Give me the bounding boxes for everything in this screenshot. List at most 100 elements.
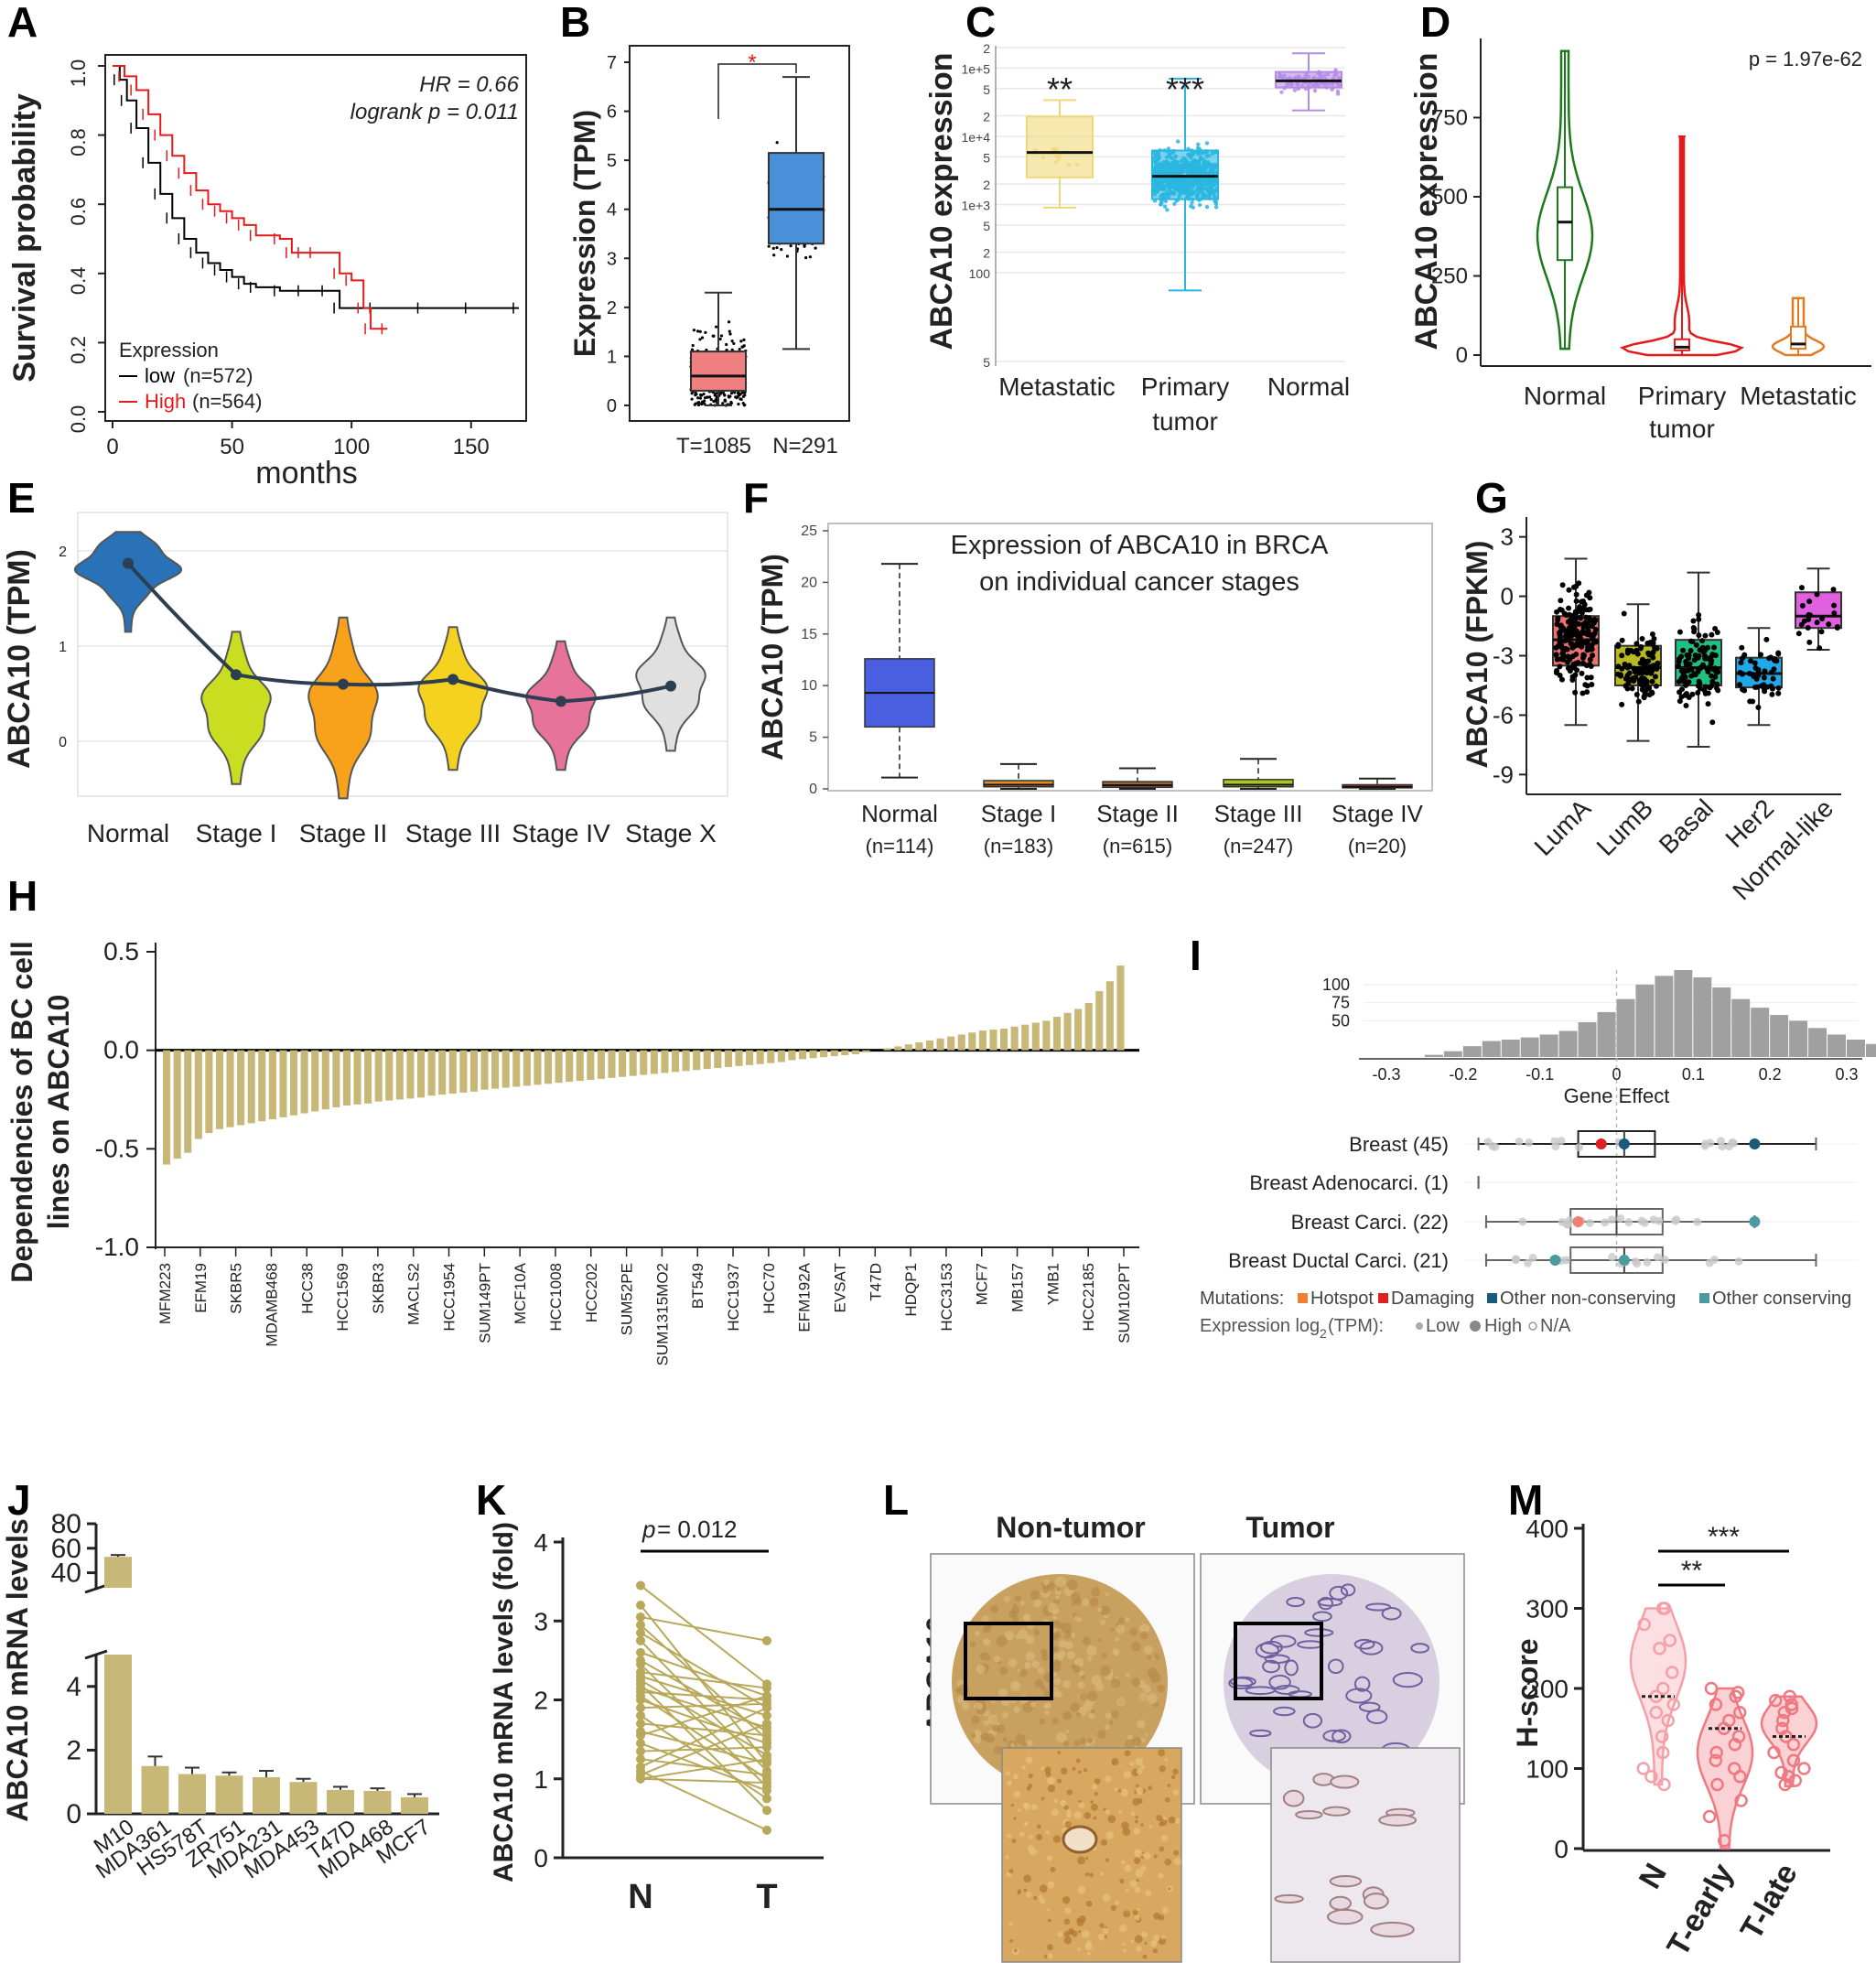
t-point [762,1683,771,1693]
data-point [1702,655,1709,662]
bar [841,1050,849,1056]
data-point [1634,651,1641,657]
data-point [1561,638,1568,644]
data-point [1581,653,1588,659]
data-point [1588,663,1594,670]
data-point [690,397,694,401]
bar [353,1050,361,1105]
zoom-texture [1063,1805,1069,1810]
bar [406,1050,415,1099]
zoom-texture [1086,1951,1091,1956]
data-point [1572,672,1579,678]
zoom-texture [1160,1834,1169,1842]
bar [904,1044,912,1051]
axis-break [84,1583,108,1594]
data-point [771,246,775,250]
n-point [636,1659,645,1669]
data-point [699,394,703,397]
tissue-texture [1062,1679,1071,1688]
zoom-texture [1142,1853,1147,1858]
data-point [1528,1253,1537,1262]
bar [480,1050,489,1090]
data-point [1707,685,1713,691]
category-label: N [1633,1858,1674,1894]
gland-structure [1269,1634,1297,1648]
panel-letter-A: A [7,0,38,46]
pair-line [640,1584,768,1686]
category-label: N [628,1878,652,1916]
data-point [1666,1698,1680,1711]
cell-line-label: HCC2185 [1080,1263,1097,1332]
panel-b: 0 1 2 3 4 5 6 7 Expression (TPM) T=1085 N=291 * [568,45,850,458]
category-label: Normal [1524,382,1606,410]
bar [936,1038,944,1051]
histogram-bin [1789,1020,1808,1057]
data-point [1573,598,1580,604]
tissue-texture [1073,1740,1081,1747]
lineage-label: Breast Ductal Carci. (21) [1228,1249,1449,1272]
y-tick-label: 1e+4 [961,130,990,145]
data-point [709,398,713,402]
data-point [1643,1257,1652,1267]
data-point [785,254,790,258]
zoom-texture [1026,1892,1032,1898]
data-point [743,391,747,394]
y-axis-label: Expression (TPM) [568,110,601,357]
tissue-texture [1031,1660,1040,1668]
tissue-texture [1047,1602,1059,1614]
y-tick-label: 3 [607,249,617,269]
bar [448,1050,457,1095]
data-point [728,329,731,333]
data-point [1655,1730,1669,1743]
x-axis-label: Gene Effect [1564,1084,1670,1107]
tissue-texture [1140,1737,1147,1742]
tissue-texture [1040,1648,1048,1656]
data-point [1763,636,1770,642]
data-point [1649,690,1655,696]
pair-line [640,1690,768,1701]
data-point [1690,618,1697,624]
tissue-texture [1076,1711,1082,1718]
histogram-bin [1635,984,1655,1057]
data-point [803,244,806,248]
panel-letter-B: B [560,0,590,46]
data-point [1758,652,1764,658]
data-point [1637,1617,1651,1632]
t-point [762,1710,771,1720]
category-label: Stage II [1096,800,1179,827]
data-point [1607,1215,1616,1224]
data-point [767,244,771,248]
data-point [1580,690,1586,696]
tissue-texture [1110,1627,1115,1633]
tissue-texture [1105,1724,1110,1731]
zoom-texture [1057,1751,1062,1754]
data-point [1557,672,1563,678]
conserving-point [1549,1255,1561,1266]
cell-line-label: HCC202 [583,1263,600,1322]
data-point [1806,611,1812,618]
zoom-texture [1047,1953,1053,1959]
bar [671,1050,680,1073]
data-point [696,403,700,407]
tissue-texture [985,1733,995,1743]
zoom-texture [1125,1889,1129,1893]
y-tick-label: 0 [1456,343,1468,368]
tissue-texture [1065,1729,1070,1733]
data-point [1752,685,1759,691]
data-point [1709,719,1716,726]
zoom-texture [1063,1936,1073,1945]
bar [469,1050,478,1092]
data-point [1776,1713,1790,1728]
data-point [1677,698,1683,705]
zoom-texture [1102,1893,1111,1902]
data-point [1704,665,1710,672]
y-tick-label: 400 [1526,1515,1569,1543]
zoom-gland [1282,1789,1305,1807]
cell-line-label: HCC1954 [441,1263,458,1332]
y-tick-label: 2 [983,41,990,56]
significance-stars: *** [1708,1522,1740,1552]
tissue-texture [1087,1656,1093,1661]
data-point [1734,1794,1748,1807]
data-point [1587,656,1593,663]
